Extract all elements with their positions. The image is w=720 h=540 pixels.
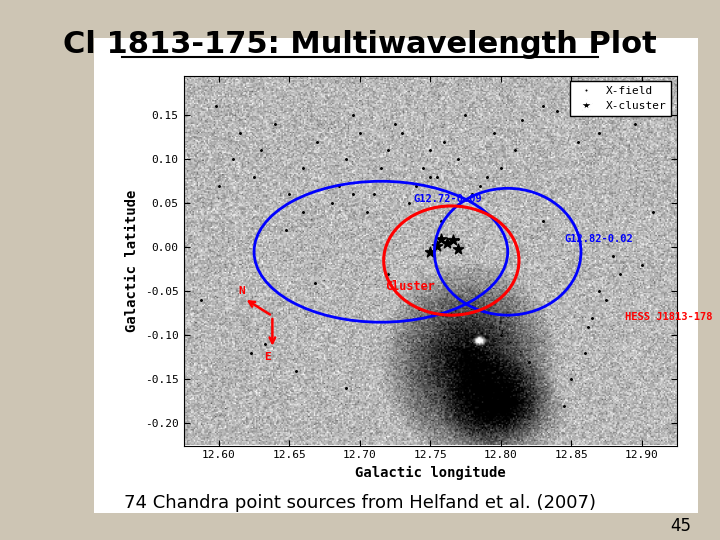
Point: [600, 296, 612, 305]
Point: [593, 129, 605, 137]
Point: [565, 375, 577, 384]
Point: [333, 181, 344, 190]
Point: [431, 241, 443, 250]
Point: [438, 393, 450, 401]
Point: [368, 190, 379, 199]
Point: [228, 155, 239, 164]
Point: [297, 208, 309, 217]
Point: [438, 137, 450, 146]
Point: [246, 349, 257, 357]
Point: [260, 340, 271, 348]
Point: [340, 384, 351, 393]
Point: [608, 252, 619, 260]
Text: N: N: [238, 286, 246, 296]
Point: [194, 296, 206, 305]
Text: 74 Chandra point sources from Helfand et al. (2007): 74 Chandra point sources from Helfand et…: [124, 494, 596, 512]
Point: [361, 208, 372, 217]
Point: [248, 173, 260, 181]
Point: [297, 164, 309, 172]
Point: [639, 93, 650, 102]
Point: [587, 314, 598, 322]
Point: [436, 217, 447, 225]
Point: [347, 111, 359, 119]
Point: [481, 173, 492, 181]
Point: [474, 181, 485, 190]
Point: [447, 236, 459, 245]
Text: Cluster: Cluster: [385, 280, 435, 293]
Point: [403, 199, 415, 207]
Point: [537, 102, 549, 111]
Point: [552, 106, 563, 115]
Point: [558, 402, 570, 410]
Point: [382, 146, 394, 155]
Text: E: E: [264, 352, 271, 362]
Point: [312, 137, 323, 146]
Text: 45: 45: [670, 517, 691, 535]
Point: [347, 190, 359, 199]
Point: [413, 305, 425, 313]
Point: [213, 181, 225, 190]
Point: [516, 116, 528, 124]
Point: [291, 366, 302, 375]
Point: [375, 164, 387, 172]
Y-axis label: Galactic latitude: Galactic latitude: [125, 190, 140, 332]
Point: [467, 410, 478, 419]
Point: [284, 190, 295, 199]
Point: [256, 146, 267, 155]
Point: [615, 269, 626, 278]
X-axis label: Galactic longitude: Galactic longitude: [355, 466, 505, 480]
Point: [431, 173, 443, 181]
Point: [647, 208, 659, 217]
Point: [453, 155, 464, 164]
Point: [425, 146, 436, 155]
Point: [340, 155, 351, 164]
Point: [453, 234, 464, 243]
Point: [410, 181, 422, 190]
Text: HESS J1813-178: HESS J1813-178: [625, 313, 712, 322]
Point: [396, 129, 408, 137]
Point: [390, 120, 401, 129]
Point: [269, 120, 281, 129]
Point: [636, 261, 647, 269]
Point: [453, 245, 464, 253]
Point: [418, 164, 429, 172]
Point: [281, 225, 292, 234]
Point: [506, 410, 518, 419]
Point: [309, 278, 320, 287]
Point: [459, 111, 471, 119]
Point: [234, 129, 246, 137]
Point: [650, 84, 662, 93]
Point: [580, 349, 591, 357]
Point: [425, 247, 436, 256]
Point: [572, 137, 584, 146]
Point: [488, 129, 500, 137]
Point: [210, 102, 222, 111]
Point: [629, 120, 640, 129]
Point: [537, 217, 549, 225]
Point: [509, 146, 521, 155]
Point: [495, 331, 506, 340]
Point: [495, 164, 506, 172]
Point: [441, 239, 453, 247]
Text: Cl 1813-175: Multiwavelength Plot: Cl 1813-175: Multiwavelength Plot: [63, 30, 657, 59]
Text: G12.82-0.02: G12.82-0.02: [564, 234, 633, 244]
Point: [593, 287, 605, 296]
Point: [467, 190, 478, 199]
Point: [382, 269, 394, 278]
Point: [436, 234, 447, 243]
Point: [582, 322, 594, 331]
Text: G12.72-0.09: G12.72-0.09: [413, 193, 482, 204]
Legend: X-field, X-cluster: X-field, X-cluster: [570, 81, 671, 116]
Point: [425, 173, 436, 181]
Point: [523, 357, 535, 366]
Point: [326, 199, 338, 207]
Point: [354, 129, 366, 137]
